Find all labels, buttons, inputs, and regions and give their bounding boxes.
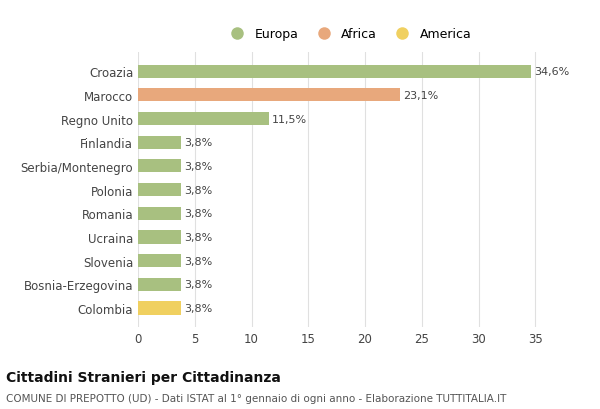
Text: 3,8%: 3,8% [185,138,213,148]
Text: 3,8%: 3,8% [185,280,213,290]
Text: 3,8%: 3,8% [185,303,213,313]
Bar [138,231,181,244]
Bar [138,113,269,126]
Bar [138,160,181,173]
Bar [138,184,181,197]
Bar [138,254,181,267]
Text: 3,8%: 3,8% [185,209,213,219]
Bar [138,137,181,149]
Text: 3,8%: 3,8% [185,256,213,266]
Bar [138,89,400,102]
Text: 34,6%: 34,6% [534,67,569,77]
Bar [138,207,181,220]
Legend: Europa, Africa, America: Europa, Africa, America [225,28,471,41]
Text: 3,8%: 3,8% [185,162,213,171]
Text: 11,5%: 11,5% [272,115,307,124]
Text: 23,1%: 23,1% [404,91,439,101]
Bar [138,302,181,315]
Text: COMUNE DI PREPOTTO (UD) - Dati ISTAT al 1° gennaio di ogni anno - Elaborazione T: COMUNE DI PREPOTTO (UD) - Dati ISTAT al … [6,393,506,403]
Text: Cittadini Stranieri per Cittadinanza: Cittadini Stranieri per Cittadinanza [6,370,281,384]
Bar [138,65,531,79]
Bar [138,278,181,291]
Text: 3,8%: 3,8% [185,232,213,243]
Text: 3,8%: 3,8% [185,185,213,195]
